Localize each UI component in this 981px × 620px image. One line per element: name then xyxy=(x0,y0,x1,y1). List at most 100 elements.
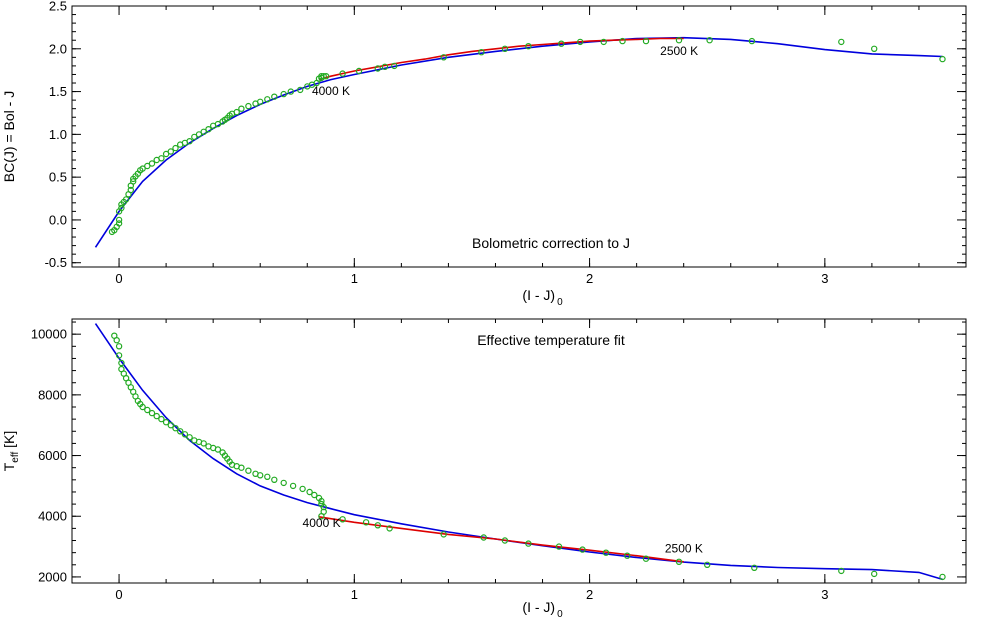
y-tick-label: 10000 xyxy=(31,327,67,342)
x-tick-label: 3 xyxy=(821,587,828,602)
data-point xyxy=(245,467,252,474)
data-point xyxy=(144,406,151,414)
x-tick-label: 1 xyxy=(351,587,358,602)
data-point xyxy=(214,120,222,128)
axis-ticks: 0 1 2 3 2000 4000 6000 8000 10000 xyxy=(31,319,967,602)
data-point xyxy=(122,196,130,203)
y-tick-label: 0.0 xyxy=(49,212,67,227)
series-layer xyxy=(94,36,946,248)
data-point xyxy=(118,204,125,212)
data-point xyxy=(318,497,325,505)
y-tick-label: 0.5 xyxy=(49,170,67,185)
panel-effective-temperature: 0 1 2 3 2000 4000 6000 8000 10000 Effective temp… xyxy=(1,318,967,620)
data-point xyxy=(525,43,532,50)
data-point xyxy=(374,65,381,72)
data-point xyxy=(322,72,330,80)
data-point xyxy=(158,415,165,423)
data-point xyxy=(579,546,586,553)
data-point xyxy=(148,409,156,417)
data-point xyxy=(186,434,193,441)
fit-curve-blue xyxy=(94,323,943,581)
data-point xyxy=(704,561,711,569)
data-point xyxy=(675,558,683,566)
data-point xyxy=(200,440,207,447)
y-tick-label: 2.5 xyxy=(49,0,67,14)
data-point xyxy=(158,155,165,162)
data-point xyxy=(115,352,123,359)
annotation-label: 2500 K xyxy=(665,541,703,555)
data-point xyxy=(306,488,313,496)
fit-curve-blue xyxy=(94,36,943,248)
data-point xyxy=(191,133,198,141)
x-axis-label: (I - J) 0 xyxy=(522,599,563,620)
data-point xyxy=(127,186,134,194)
data-point xyxy=(751,564,758,572)
data-point xyxy=(162,419,170,426)
data-point xyxy=(214,446,222,453)
data-point xyxy=(577,38,584,46)
data-point xyxy=(391,62,398,70)
data-point xyxy=(172,425,179,432)
data-point xyxy=(287,88,294,95)
y-axis-label-subscript: eff xyxy=(10,452,21,463)
data-point xyxy=(280,90,287,98)
data-point xyxy=(381,63,389,71)
data-point xyxy=(167,422,174,429)
data-point xyxy=(181,431,189,438)
x-tick-label: 1 xyxy=(351,271,358,286)
y-axis-label: BC(J) = Bol - J xyxy=(1,91,17,182)
annotations: 4000 K 2500 K xyxy=(303,516,703,555)
data-point xyxy=(600,38,607,46)
data-point xyxy=(838,567,845,575)
data-point xyxy=(675,37,683,44)
data-point xyxy=(642,37,650,45)
chart-title: Bolometric correction to J xyxy=(472,235,630,251)
data-point xyxy=(271,93,278,100)
data-point xyxy=(602,549,610,556)
data-point xyxy=(115,216,123,224)
data-point xyxy=(139,165,146,172)
data-point xyxy=(624,552,631,559)
x-axis-label-main: (I - J) xyxy=(522,287,555,303)
data-point xyxy=(129,178,137,185)
x-axis-label: (I - J) 0 xyxy=(522,287,563,308)
data-point xyxy=(478,49,485,56)
x-tick-label: 3 xyxy=(821,271,828,286)
data-point xyxy=(264,96,271,103)
data-point xyxy=(205,125,212,133)
annotations: 4000 K 2500 K xyxy=(312,44,698,98)
annotation-label: 4000 K xyxy=(312,84,350,98)
data-point xyxy=(245,102,252,110)
series-layer xyxy=(94,323,946,581)
x-tick-label: 2 xyxy=(586,587,593,602)
y-tick-label: 1.5 xyxy=(49,84,67,99)
data-point xyxy=(386,525,393,532)
data-point xyxy=(118,359,125,367)
data-point xyxy=(195,131,203,138)
data-point xyxy=(167,148,174,155)
data-point xyxy=(355,67,363,75)
data-point xyxy=(257,98,264,106)
data-point xyxy=(320,72,327,80)
chart-title: Effective temperature fit xyxy=(477,332,625,348)
annotation-label: 4000 K xyxy=(303,516,341,530)
y-tick-label: -0.5 xyxy=(45,255,67,270)
data-point xyxy=(144,162,151,170)
data-point xyxy=(148,160,156,167)
y-axis-label-unit: [K] xyxy=(1,431,17,452)
data-point xyxy=(362,519,370,526)
data-point xyxy=(318,513,325,520)
data-point xyxy=(238,464,245,471)
fit-curve-red xyxy=(318,516,684,563)
data-point xyxy=(501,45,509,53)
data-point xyxy=(480,534,487,541)
axis-ticks: 0 1 2 3 -0.5 0.0 0.5 1.0 1.5 2.0 2.5 xyxy=(45,0,967,286)
data-point xyxy=(153,412,160,420)
data-point xyxy=(233,108,240,116)
y-tick-label: 8000 xyxy=(38,387,67,402)
y-tick-label: 2000 xyxy=(38,569,67,584)
data-point xyxy=(113,337,120,344)
data-point xyxy=(115,343,123,350)
data-point xyxy=(139,403,146,411)
data-point xyxy=(172,144,179,152)
